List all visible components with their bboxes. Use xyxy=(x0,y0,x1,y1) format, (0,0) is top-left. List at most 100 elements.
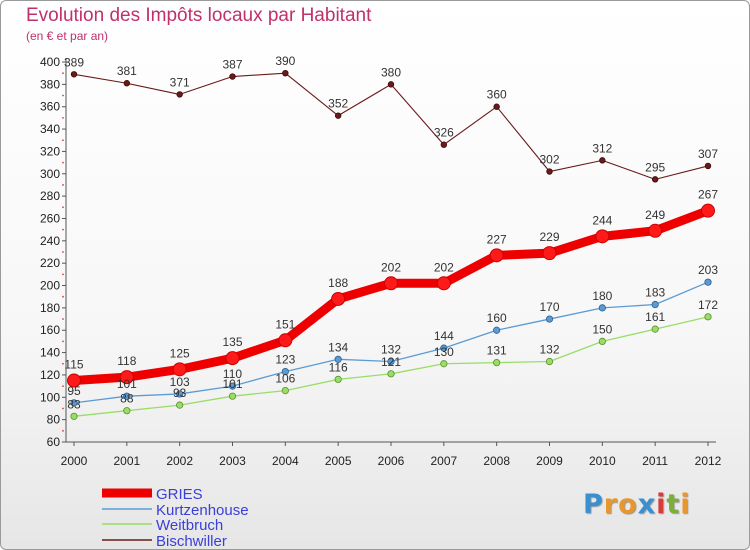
data-point-gries xyxy=(172,362,187,377)
data-point-kurtzenhouse xyxy=(387,357,395,366)
logo-letter: o xyxy=(618,489,638,520)
series-weitbruch xyxy=(70,313,712,420)
data-label-weitbruch: 150 xyxy=(592,322,612,336)
data-label-bischwiller: 389 xyxy=(64,55,84,69)
data-label-weitbruch: 130 xyxy=(434,345,454,359)
data-label-weitbruch: 88 xyxy=(120,392,134,406)
data-label-weitbruch: 161 xyxy=(645,310,665,324)
data-point-gries xyxy=(119,370,134,385)
x-tick-label: 2011 xyxy=(642,454,668,468)
data-label-bischwiller: 295 xyxy=(645,160,665,174)
data-label-gries: 118 xyxy=(117,354,136,368)
data-label-gries: 135 xyxy=(222,335,242,349)
data-point-gries xyxy=(67,373,81,388)
data-point-gries xyxy=(542,246,557,261)
data-label-bischwiller: 380 xyxy=(381,65,401,79)
data-point-kurtzenhouse xyxy=(598,304,606,312)
x-tick-label: 2005 xyxy=(325,454,352,468)
data-label-gries: 115 xyxy=(64,358,83,372)
y-minor-tick xyxy=(62,139,64,142)
data-label-kurtzenhouse: 160 xyxy=(487,311,507,325)
data-label-kurtzenhouse: 123 xyxy=(275,353,295,367)
series-layer xyxy=(67,69,715,420)
y-minor-tick xyxy=(62,295,64,298)
x-tick-label: 2003 xyxy=(219,454,246,468)
y-tick-label: 120 xyxy=(40,368,60,382)
x-tick-label: 2002 xyxy=(166,454,193,468)
x-tick-label: 2001 xyxy=(113,454,140,468)
data-label-kurtzenhouse: 132 xyxy=(381,343,401,357)
data-point-bischwiller xyxy=(704,162,712,170)
y-minor-tick xyxy=(62,362,64,365)
data-labels-layer: 83 88 93 101 106 116 121 130 131 132 150 161 172 95 10… xyxy=(64,54,718,411)
data-point-kurtzenhouse xyxy=(651,300,659,309)
data-point-weitbruch xyxy=(493,359,501,367)
data-label-weitbruch: 121 xyxy=(381,355,401,369)
data-label-gries: 249 xyxy=(645,208,665,222)
axes: 60 80 100 120 140 160 180 200 220 240 260 280 300 320… xyxy=(40,55,722,468)
data-label-kurtzenhouse: 101 xyxy=(117,377,137,391)
data-label-weitbruch: 106 xyxy=(275,372,295,386)
y-minor-tick xyxy=(62,206,64,209)
data-label-gries: 267 xyxy=(698,188,718,202)
data-point-weitbruch xyxy=(387,370,395,378)
data-point-gries xyxy=(331,291,346,306)
y-tick-label: 260 xyxy=(40,211,60,225)
data-label-gries: 151 xyxy=(275,317,295,331)
data-label-bischwiller: 307 xyxy=(698,147,718,161)
data-label-weitbruch: 132 xyxy=(539,343,559,357)
data-point-bischwiller xyxy=(387,81,395,88)
data-label-weitbruch: 93 xyxy=(173,386,187,400)
data-point-weitbruch xyxy=(123,407,131,415)
data-label-bischwiller: 390 xyxy=(275,54,295,68)
data-label-gries: 125 xyxy=(170,346,190,360)
data-label-weitbruch: 172 xyxy=(698,298,718,312)
data-point-kurtzenhouse xyxy=(228,382,237,390)
data-point-kurtzenhouse xyxy=(440,344,448,352)
data-label-bischwiller: 387 xyxy=(222,58,242,72)
y-tick-label: 140 xyxy=(40,346,60,360)
data-point-gries xyxy=(595,229,610,244)
y-tick-label: 220 xyxy=(40,256,60,270)
y-minor-tick xyxy=(62,228,64,231)
y-tick-label: 340 xyxy=(40,122,60,136)
y-tick-label: 360 xyxy=(40,100,60,114)
y-tick-label: 300 xyxy=(40,167,60,181)
y-tick-label: 280 xyxy=(40,189,60,203)
logo-letter: i xyxy=(680,489,691,520)
data-point-bischwiller xyxy=(651,176,659,183)
x-tick-label: 2012 xyxy=(695,454,722,468)
data-point-weitbruch xyxy=(334,375,342,384)
y-tick-label: 240 xyxy=(40,234,60,248)
data-label-weitbruch: 83 xyxy=(67,397,81,411)
data-point-bischwiller xyxy=(334,112,342,119)
legend-label-gries: GRIES xyxy=(156,486,203,503)
legend-label-weitbruch: Weitbruch xyxy=(156,517,223,534)
data-point-bischwiller xyxy=(599,157,606,164)
data-point-weitbruch xyxy=(545,357,554,366)
data-point-weitbruch xyxy=(440,360,448,368)
data-label-kurtzenhouse: 134 xyxy=(328,340,348,354)
y-minor-tick xyxy=(62,251,64,253)
data-label-bischwiller: 326 xyxy=(434,126,454,140)
data-label-weitbruch: 101 xyxy=(222,377,242,391)
data-point-bischwiller xyxy=(546,168,553,175)
data-label-bischwiller: 302 xyxy=(539,153,559,167)
x-tick-label: 2004 xyxy=(272,454,299,468)
data-point-bischwiller xyxy=(493,103,500,110)
legend-label-bischwiller: Bischwiller xyxy=(156,533,227,550)
data-point-kurtzenhouse xyxy=(704,278,712,286)
y-minor-tick xyxy=(62,184,64,186)
data-point-bischwiller xyxy=(70,71,78,78)
data-point-weitbruch xyxy=(228,392,237,400)
y-tick-label: 380 xyxy=(40,77,60,91)
y-minor-tick xyxy=(62,273,64,276)
data-label-weitbruch: 116 xyxy=(329,360,348,374)
data-point-kurtzenhouse xyxy=(493,326,501,334)
data-label-kurtzenhouse: 183 xyxy=(645,286,665,300)
y-minor-tick xyxy=(62,318,64,320)
data-label-kurtzenhouse: 144 xyxy=(434,329,454,343)
y-tick-label: 160 xyxy=(40,323,60,337)
y-tick-label: 400 xyxy=(40,55,60,69)
data-label-kurtzenhouse: 170 xyxy=(539,300,559,314)
